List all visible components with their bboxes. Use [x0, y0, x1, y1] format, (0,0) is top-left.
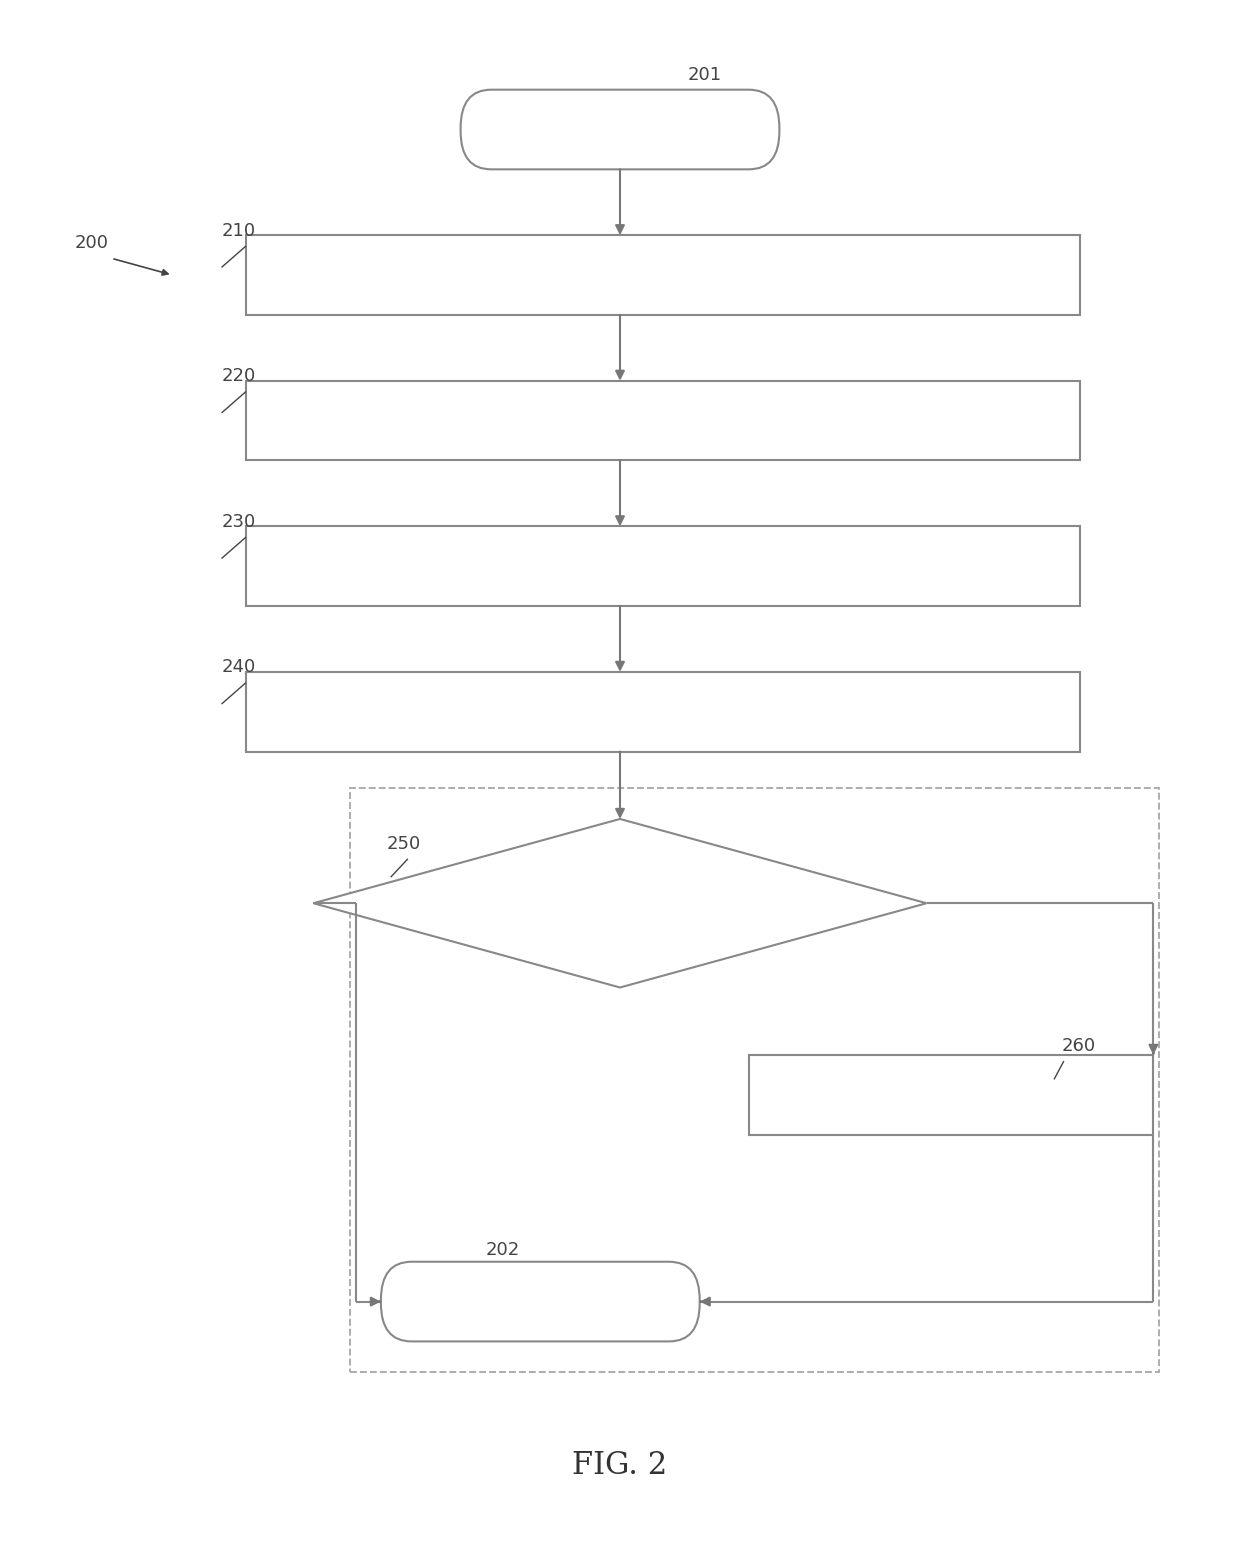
Bar [749, 1054, 1153, 1135]
Polygon shape [314, 819, 926, 988]
FancyBboxPatch shape [460, 90, 780, 170]
Text: 201: 201 [687, 65, 722, 83]
Bar [246, 526, 1080, 606]
Text: 260: 260 [1061, 1037, 1095, 1054]
Text: 202: 202 [485, 1241, 520, 1258]
Text: 210: 210 [222, 221, 255, 240]
Text: 240: 240 [222, 659, 255, 677]
Text: 250: 250 [387, 835, 422, 853]
Text: 230: 230 [222, 513, 255, 530]
Text: FIG. 2: FIG. 2 [573, 1450, 667, 1481]
Bar [246, 235, 1080, 315]
Text: 200: 200 [74, 233, 108, 252]
Bar [246, 673, 1080, 751]
Bar [350, 788, 1159, 1371]
Text: 220: 220 [222, 368, 255, 385]
FancyBboxPatch shape [381, 1262, 699, 1342]
Bar [246, 380, 1080, 461]
